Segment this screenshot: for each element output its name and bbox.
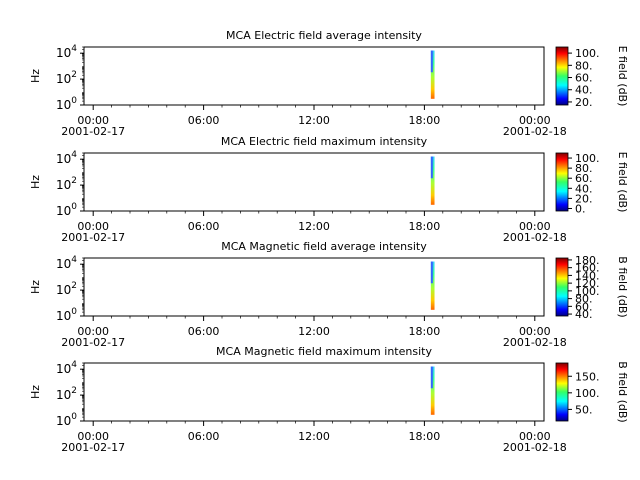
y-tick-label: 100 (56, 202, 77, 218)
x-tick-date: 2001-02-18 (503, 231, 567, 244)
colorbar-tick-label: 60. (575, 72, 593, 85)
panel-title: MCA Electric field average intensity (226, 29, 422, 42)
plot-area (83, 46, 545, 106)
colorbar-tick-label: 50. (575, 403, 593, 416)
colorbar-tick-label: 150. (575, 370, 600, 383)
x-tick-date: 2001-02-17 (61, 231, 125, 244)
colorbar-tick-label: 0. (575, 202, 586, 215)
y-tick-label: 104 (56, 360, 77, 376)
plot-area (83, 362, 545, 422)
colorbar-label: E field (dB) (616, 46, 629, 107)
colorbar-label: B field (dB) (616, 256, 629, 317)
colorbar-tick-label: 180. (575, 254, 600, 267)
x-tick-label: 12:00 (298, 114, 330, 127)
y-tick-label: 100 (56, 307, 77, 323)
y-tick-label: 104 (56, 150, 77, 166)
x-tick-date: 2001-02-18 (503, 441, 567, 454)
colorbar-label: E field (dB) (616, 152, 629, 213)
x-tick-label: 00:00 (77, 430, 109, 443)
colorbar-tick-label: 80. (575, 59, 593, 72)
x-tick-label: 00:00 (519, 220, 551, 233)
y-tick-label: 102 (56, 176, 77, 192)
y-tick-label: 102 (56, 386, 77, 402)
colorbar-tick-label: 40. (575, 182, 593, 195)
x-tick-date: 2001-02-17 (61, 125, 125, 138)
y-axis-label: Hz (29, 175, 42, 189)
colorbar-tick-label: 100. (575, 387, 600, 400)
x-tick-label: 18:00 (409, 430, 441, 443)
x-tick-label: 00:00 (77, 325, 109, 338)
x-tick-date: 2001-02-18 (503, 336, 567, 349)
colorbar (555, 46, 569, 106)
y-axis-label: Hz (29, 69, 42, 83)
x-tick-label: 18:00 (409, 220, 441, 233)
y-axis-label: Hz (29, 280, 42, 294)
panel-3: MCA Magnetic field average intensity 100 1… (29, 240, 629, 349)
x-tick-date: 2001-02-17 (61, 336, 125, 349)
x-tick-label: 12:00 (298, 220, 330, 233)
x-tick-label: 12:00 (298, 325, 330, 338)
x-tick-label: 06:00 (188, 220, 220, 233)
y-tick-label: 102 (56, 70, 77, 86)
colorbar-tick-label: 40. (575, 308, 593, 321)
x-tick-label: 18:00 (409, 325, 441, 338)
spectrogram-data (430, 50, 435, 99)
x-tick-label: 18:00 (409, 114, 441, 127)
colorbar-tick-label: 60. (575, 300, 593, 313)
colorbar-tick-label: 20. (575, 192, 593, 205)
colorbar-tick-label: 120. (575, 277, 600, 290)
panel-4: MCA Magnetic field maximum intensity 100 1… (29, 345, 629, 454)
y-tick-label: 100 (56, 96, 77, 112)
plot-area (83, 152, 545, 212)
colorbar-tick-label: 80. (575, 293, 593, 306)
colorbar-tick-label: 100. (575, 47, 600, 60)
x-tick-label: 06:00 (188, 114, 220, 127)
panel-title: MCA Magnetic field maximum intensity (216, 345, 432, 358)
x-tick-label: 12:00 (298, 430, 330, 443)
x-tick-label: 00:00 (519, 430, 551, 443)
y-axis-label: Hz (29, 385, 42, 399)
panel-title: MCA Magnetic field average intensity (221, 240, 427, 253)
x-tick-date: 2001-02-18 (503, 125, 567, 138)
y-tick-label: 100 (56, 412, 77, 428)
colorbar (555, 257, 569, 317)
colorbar (555, 362, 569, 422)
plot-area (83, 257, 545, 317)
spectrogram-data (430, 366, 435, 415)
x-tick-label: 00:00 (519, 325, 551, 338)
colorbar-tick-label: 80. (575, 162, 593, 175)
spectrogram-data (430, 156, 435, 205)
colorbar-tick-label: 100. (575, 285, 600, 298)
colorbar (555, 152, 569, 212)
spectrogram-data (430, 261, 435, 310)
colorbar-label: B field (dB) (616, 361, 629, 422)
panel-2: MCA Electric field maximum intensity 100 1… (29, 135, 629, 244)
colorbar-tick-label: 100. (575, 152, 600, 165)
x-tick-label: 06:00 (188, 325, 220, 338)
x-tick-label: 06:00 (188, 430, 220, 443)
panel-title: MCA Electric field maximum intensity (221, 135, 428, 148)
colorbar-tick-label: 20. (575, 96, 593, 109)
colorbar-tick-label: 60. (575, 172, 593, 185)
spectrogram-edge (430, 50, 433, 73)
x-tick-date: 2001-02-17 (61, 441, 125, 454)
x-tick-label: 00:00 (77, 114, 109, 127)
spectrogram-edge (430, 366, 433, 389)
spectrogram-edge (430, 156, 433, 179)
panel-1: MCA Electric field average intensity 100 1… (29, 29, 629, 138)
colorbar-tick-label: 140. (575, 269, 600, 282)
x-tick-label: 00:00 (519, 114, 551, 127)
spectrogram-edge (430, 261, 433, 284)
y-tick-label: 104 (56, 255, 77, 271)
y-tick-label: 102 (56, 281, 77, 297)
y-tick-label: 104 (56, 44, 77, 60)
colorbar-tick-label: 160. (575, 262, 600, 275)
colorbar-tick-label: 40. (575, 84, 593, 97)
x-tick-label: 00:00 (77, 220, 109, 233)
